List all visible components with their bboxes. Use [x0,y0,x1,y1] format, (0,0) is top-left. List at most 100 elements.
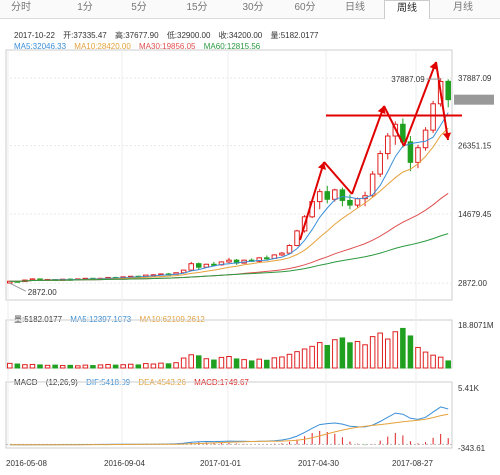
tab-60min[interactable]: 60分 [294,2,316,13]
volume-bar [82,364,89,369]
volume-bar [7,362,13,369]
volume-bar [211,359,217,369]
price-tick-label: 37887.09 [458,74,492,83]
volume-bar [180,357,187,369]
volume-bar [415,346,421,369]
volume-bar [309,345,315,369]
volume-bar [332,339,338,369]
volume-bar [400,327,406,369]
ohlc-info: 2017-10-22 开:37335.47 高:37677.90 低:32900… [14,30,325,41]
candle-body [354,198,361,206]
candle-body [286,245,293,254]
candle-body [445,80,451,101]
volume-bar [392,331,399,369]
volume-bar [233,358,240,369]
x-tick-label: 2016-09-04 [104,459,145,468]
ma10-legend: MA10:28420.00 [74,42,131,51]
candle-body [407,141,414,163]
macd-dif-line [9,406,449,446]
candle-date: 2017-10-22 [14,31,55,40]
volume-bar [316,342,323,369]
volume-bar [188,354,194,369]
candle-body [384,135,391,155]
candle-body [422,129,429,149]
low-value: 低:32900.00 [166,31,211,40]
volume-bar [75,365,81,369]
volume-bar [301,348,308,369]
trend-arrow-segment [351,105,385,195]
tab-timeshare[interactable]: 分时 [11,2,31,13]
tab-monthly[interactable]: 月线 [453,2,473,13]
volume-bar [339,337,346,369]
volume-bar [279,356,285,369]
volume-bar [150,363,157,369]
high-value: 高:37677.90 [114,31,159,40]
tab-weekly[interactable]: 周线 [384,0,430,19]
axis-labels: 37887.09 26351.15 14679.45 2872.00 18.8071M 5… [6,74,494,468]
tab-5min[interactable]: 5分 [131,2,147,13]
volume-bar [59,365,66,369]
current-price-flag [454,94,494,105]
low-marker-line [9,282,27,292]
volume-bar [422,351,429,369]
candle-body [211,263,217,266]
volume-bar [203,358,210,369]
candle-body [256,257,263,262]
candle-body [430,103,436,131]
volume-bar [105,363,111,369]
tab-daily[interactable]: 日线 [345,2,365,13]
candle-body [377,153,383,175]
volume-bar [135,364,142,369]
volume-bar [286,353,293,369]
macd-tick-label: -343.61 [458,444,486,453]
volume-bar [384,338,391,369]
trend-arrow-segment [323,161,353,195]
arrow-head [317,162,326,170]
trend-arrow-segment [383,105,405,147]
tab-15min[interactable]: 15分 [186,2,208,13]
candle-body [347,199,353,206]
volume-bar [29,363,36,369]
volume-bar [37,364,43,369]
panel-frame-2 [5,381,453,449]
volume-bar [143,363,149,369]
panel-frame-0 [5,49,453,301]
x-tick-label: 2017-08-27 [392,459,433,468]
volume-bar [218,356,225,369]
volume-bars [7,327,451,369]
volume-bar [430,354,436,369]
x-tick-label: 2016-05-08 [6,459,47,468]
candle-body [226,259,232,263]
volume-bar [165,363,172,369]
volume-bar [347,342,353,369]
candle-body [29,278,36,281]
volume-bar [14,363,21,369]
volume-bar [90,365,96,369]
candle-body [415,147,421,163]
volume-bar [226,356,232,369]
trend-arrow-segment [299,161,325,241]
tab-30min[interactable]: 30分 [242,2,264,13]
close-value: 收:34200.00 [218,31,263,40]
ma5-line [9,112,449,282]
x-tick-label: 2017-04-30 [298,459,339,468]
ma60-legend: MA60:12815.56 [203,42,261,51]
trend-arrow-segment [403,61,437,147]
trend-arrow-segment [435,61,449,141]
arrow-head [429,62,438,71]
open-value: 开:37335.47 [63,31,107,40]
ma30-legend: MA30:19856.05 [139,42,196,51]
candle-body [294,230,300,247]
ma-lines [9,112,449,282]
ma5-legend: MA5:32046.33 [14,42,67,51]
candle-body [279,252,285,256]
volume-bar [127,363,134,369]
volume-tick-label: 18.8071M [458,321,494,330]
x-tick-label: 2017-01-01 [200,459,241,468]
macd-panel [6,406,452,446]
volume-bar [44,364,51,369]
macd-tick-label: 5.41K [458,384,480,393]
volume-bar [112,364,119,369]
tab-1min[interactable]: 1分 [77,2,93,13]
volume-bar [294,351,300,369]
